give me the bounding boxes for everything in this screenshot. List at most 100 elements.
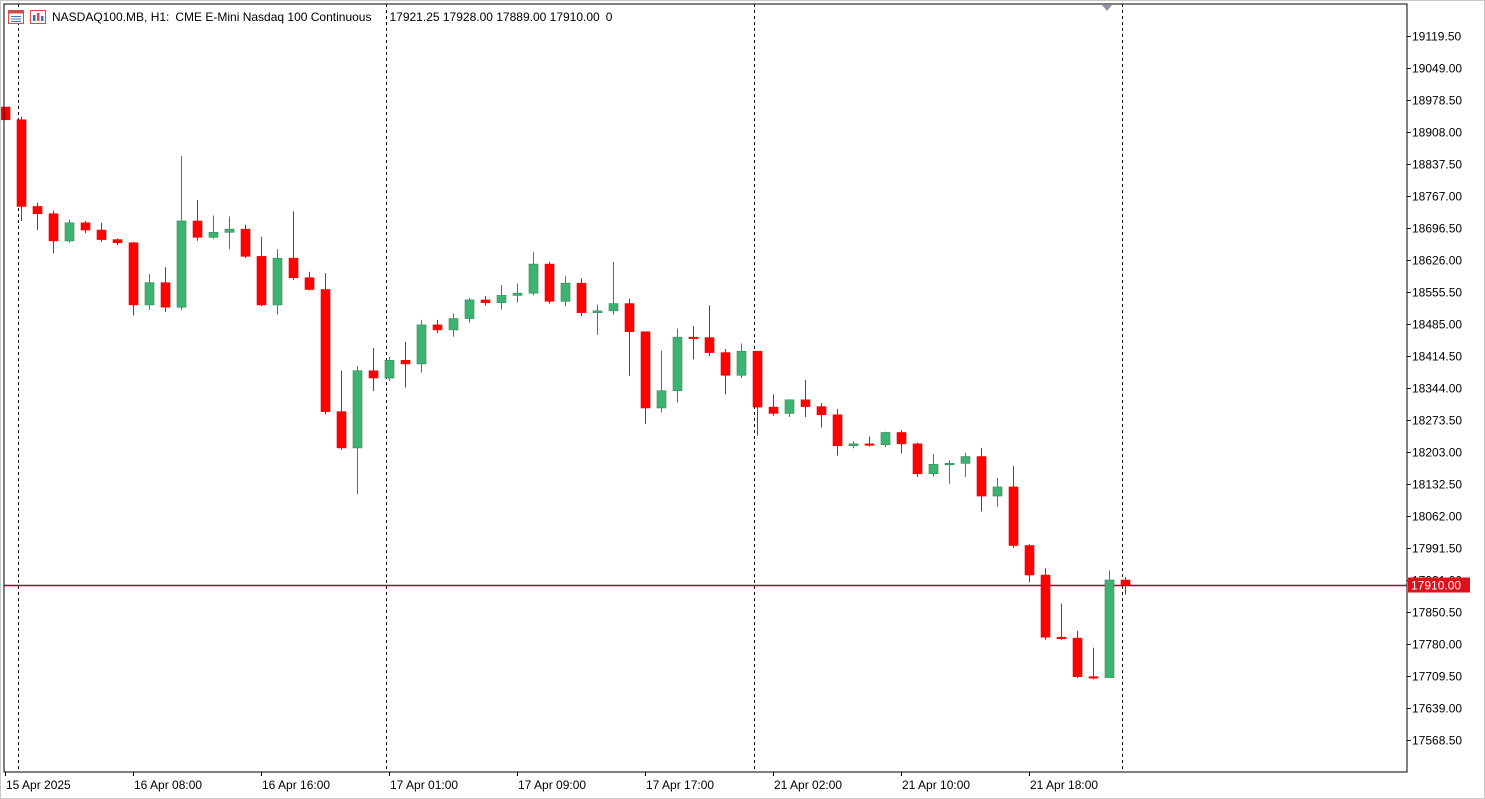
candle xyxy=(752,350,763,436)
chart-properties-icon[interactable] xyxy=(30,10,46,24)
candle-body xyxy=(1072,637,1083,677)
price-tick-label: 17709.50 xyxy=(1412,670,1462,684)
time-tick-label: 21 Apr 18:00 xyxy=(1030,778,1098,792)
price-tick-label: 18344.00 xyxy=(1412,382,1462,396)
candle xyxy=(1040,568,1051,640)
candle xyxy=(1088,647,1099,680)
candle-body xyxy=(240,228,251,257)
candle-body xyxy=(512,292,523,296)
price-tick-label: 18062.00 xyxy=(1412,510,1462,524)
candle xyxy=(416,319,427,373)
candle-body xyxy=(688,336,699,339)
candle-body xyxy=(208,232,219,238)
candle xyxy=(688,326,699,360)
candle-body xyxy=(752,350,763,408)
candle-body xyxy=(400,360,411,365)
candle xyxy=(1120,576,1131,595)
candle xyxy=(608,261,619,315)
candle-body xyxy=(224,228,235,233)
price-tick-label: 18555.50 xyxy=(1412,286,1462,300)
time-tick-label: 21 Apr 02:00 xyxy=(774,778,842,792)
candle-body xyxy=(1024,545,1035,576)
candle xyxy=(160,267,171,312)
candle xyxy=(672,328,683,403)
candle xyxy=(864,436,875,447)
candle xyxy=(48,210,59,254)
candle-body xyxy=(496,295,507,303)
candle-body xyxy=(592,310,603,313)
chart-shift-marker-icon[interactable] xyxy=(1102,5,1112,11)
candle xyxy=(560,275,571,307)
candle-body xyxy=(64,222,75,242)
candle-body xyxy=(848,443,859,446)
candle-body xyxy=(272,257,283,306)
candle-body xyxy=(544,263,555,302)
candle xyxy=(1056,603,1067,640)
time-tick-label: 17 Apr 01:00 xyxy=(390,778,458,792)
candle xyxy=(256,236,267,307)
candle xyxy=(368,348,379,392)
symbol-label: NASDAQ100.MB, H1: xyxy=(52,10,170,24)
candle-body xyxy=(720,352,731,376)
candle xyxy=(352,366,363,495)
candle-body xyxy=(576,282,587,313)
candle xyxy=(960,452,971,477)
candle-body xyxy=(432,324,443,331)
candle-body xyxy=(528,263,539,294)
candle xyxy=(112,238,123,246)
candle xyxy=(240,224,251,259)
candle-body xyxy=(1056,636,1067,639)
candle xyxy=(768,394,779,416)
candle-body xyxy=(656,390,667,409)
candle xyxy=(320,273,331,415)
candle-body xyxy=(864,443,875,446)
chart-list-icon[interactable] xyxy=(8,10,24,24)
candle xyxy=(992,477,1003,507)
candle xyxy=(1024,544,1035,583)
price-tick-label: 18485.00 xyxy=(1412,318,1462,332)
candle-body xyxy=(336,411,347,449)
candle-body xyxy=(304,277,315,290)
time-tick-label: 16 Apr 08:00 xyxy=(134,778,202,792)
candle-body xyxy=(560,282,571,302)
candle xyxy=(880,431,891,448)
candle xyxy=(192,200,203,241)
candle xyxy=(656,350,667,413)
candle xyxy=(896,430,907,454)
current-price-label: 17910.00 xyxy=(1408,577,1470,593)
price-axis: 19119.50 19049.00 18978.50 18908.00 18837.50… xyxy=(1407,30,1462,748)
candle-body xyxy=(448,318,459,331)
price-tick-label: 18273.50 xyxy=(1412,414,1462,428)
candle-body xyxy=(832,414,843,446)
candle xyxy=(624,298,635,376)
candle xyxy=(944,460,955,484)
candle-body xyxy=(80,222,91,231)
candle-body xyxy=(1120,579,1131,586)
candle xyxy=(16,116,27,221)
candle xyxy=(816,402,827,428)
candle xyxy=(784,399,795,418)
candle xyxy=(928,454,939,477)
candle xyxy=(448,313,459,337)
candle xyxy=(128,241,139,316)
candle xyxy=(480,296,491,306)
candle xyxy=(528,251,539,296)
time-tick-label: 16 Apr 16:00 xyxy=(262,778,330,792)
price-tick-label: 18908.00 xyxy=(1412,126,1462,140)
candle-body xyxy=(368,370,379,379)
candle-body xyxy=(480,299,491,303)
plot-frame xyxy=(3,3,1408,773)
candle-body xyxy=(320,289,331,412)
candle-body xyxy=(16,119,27,207)
candle-body xyxy=(976,456,987,497)
candle xyxy=(736,343,747,379)
candle xyxy=(0,106,11,121)
candle xyxy=(384,357,395,381)
candle-body xyxy=(912,443,923,475)
candle-body xyxy=(768,406,779,414)
candle-body xyxy=(960,456,971,464)
price-tick-label: 17639.00 xyxy=(1412,702,1462,716)
candle xyxy=(800,379,811,418)
candle-body xyxy=(944,463,955,466)
